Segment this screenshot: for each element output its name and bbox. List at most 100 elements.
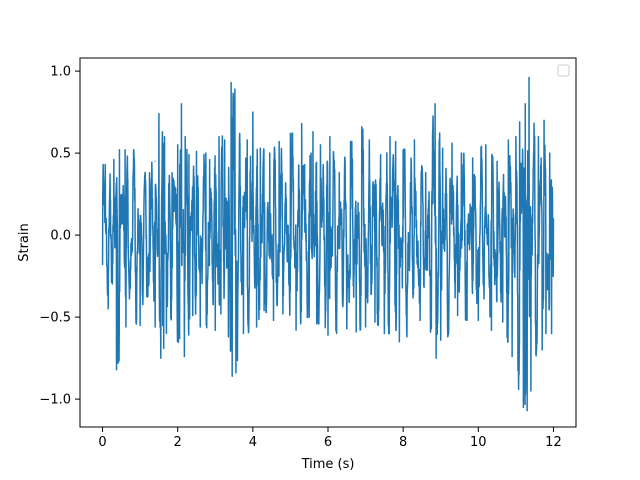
series-point: [234, 88, 236, 90]
series-point: [534, 136, 536, 138]
series-point: [364, 326, 367, 328]
series-point: [346, 328, 348, 330]
series-point: [496, 160, 498, 162]
series-point: [380, 154, 382, 156]
series-point: [139, 324, 141, 326]
series-point: [278, 141, 280, 143]
series-point: [550, 332, 553, 335]
series-point: [118, 149, 121, 151]
x-tick-label: 0: [98, 435, 106, 450]
y-axis-label: Strain: [17, 223, 32, 262]
series-point: [451, 142, 453, 144]
series-point: [537, 136, 540, 138]
series-point: [349, 141, 352, 143]
series-point: [440, 339, 442, 341]
series-point: [269, 152, 271, 154]
series-point: [160, 357, 162, 359]
series-point: [224, 139, 226, 141]
strain-series-line: [101, 76, 555, 412]
series-point: [522, 406, 524, 408]
series-point: [383, 332, 385, 335]
series-point: [183, 355, 186, 358]
series-point: [160, 328, 162, 330]
series-point: [188, 154, 190, 156]
series-point: [192, 314, 194, 317]
series-point: [543, 119, 545, 121]
series-point: [178, 337, 181, 340]
series-point: [327, 334, 329, 336]
series-point: [177, 144, 179, 146]
series-point: [252, 111, 254, 113]
series-point: [425, 172, 427, 174]
series-point: [310, 152, 312, 154]
series-point: [535, 349, 538, 351]
x-tick-label: 2: [174, 435, 182, 450]
series-point: [148, 172, 151, 174]
legend-box: [557, 64, 570, 77]
series-point: [124, 149, 126, 151]
series-point: [368, 139, 370, 141]
series-point: [442, 147, 444, 149]
series-point: [125, 326, 127, 328]
series-point: [171, 172, 173, 174]
y-tick-label: 0.5: [50, 147, 71, 162]
series-point: [406, 336, 408, 338]
series-point: [242, 332, 245, 335]
series-point: [402, 149, 404, 151]
series-point: [163, 136, 166, 138]
series-point: [154, 160, 156, 162]
series-point: [218, 136, 220, 138]
series-point: [549, 152, 551, 154]
series-point: [259, 147, 261, 149]
series-point: [272, 319, 275, 321]
series-point: [214, 329, 216, 331]
series-point: [246, 139, 248, 141]
series-point: [239, 132, 241, 135]
series-point: [502, 321, 504, 323]
series-point: [552, 218, 555, 220]
series-point: [199, 326, 201, 328]
series-group: [101, 76, 555, 412]
series-point: [227, 336, 230, 338]
series-point: [395, 141, 397, 143]
y-axis: −1.0 −0.5 0.0 0.5 1.0: [39, 65, 80, 408]
series-point: [282, 313, 284, 315]
series-point: [511, 355, 513, 358]
series-point: [263, 309, 265, 312]
series-point: [485, 144, 487, 146]
y-tick-label: 0.0: [50, 229, 71, 244]
series-point: [528, 77, 530, 79]
series-point: [205, 152, 207, 154]
series-point: [256, 326, 258, 328]
series-point: [304, 164, 306, 166]
series-point: [104, 164, 106, 166]
y-tick-label: 1.0: [50, 65, 71, 80]
series-point: [460, 152, 462, 154]
series-point: [162, 324, 164, 326]
series-point: [338, 172, 340, 174]
series-point: [490, 329, 493, 331]
series-point: [524, 103, 526, 105]
series-point: [430, 328, 432, 330]
series-point: [466, 319, 468, 321]
series-point: [195, 150, 198, 153]
series-point: [289, 132, 292, 135]
series-point: [472, 157, 474, 159]
series-point: [295, 329, 297, 331]
series-point: [477, 319, 479, 321]
series-point: [220, 313, 222, 315]
series-point: [230, 82, 232, 84]
x-tick-label: 8: [399, 435, 407, 450]
series-point: [308, 316, 310, 318]
series-point: [319, 144, 322, 146]
y-tick-label: −0.5: [39, 311, 71, 326]
series-point: [163, 347, 165, 349]
series-point: [519, 121, 521, 123]
series-point: [101, 264, 104, 266]
y-tick-label: −1.0: [39, 393, 71, 408]
series-point: [361, 126, 363, 128]
series-point: [389, 136, 391, 138]
series-point: [231, 375, 233, 377]
series-point: [154, 326, 156, 328]
